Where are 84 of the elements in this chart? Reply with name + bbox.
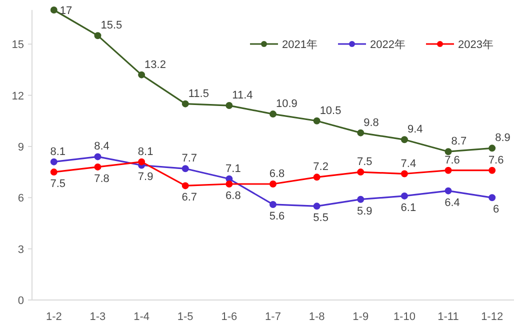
point <box>270 200 276 208</box>
x-tick-label: 1-5 <box>177 311 194 323</box>
data-label: 7.8 <box>94 172 110 185</box>
data-label: 11.5 <box>188 88 209 100</box>
data-label: 5.5 <box>313 212 328 224</box>
point <box>138 158 146 166</box>
point <box>357 168 364 176</box>
point <box>182 100 189 108</box>
data-label: 7.4 <box>400 158 416 170</box>
x-tick-label: 1-6 <box>221 311 238 323</box>
x-tick-label: 1-10 <box>393 311 416 323</box>
point <box>400 192 408 200</box>
point <box>182 165 189 172</box>
legend-label: 2022年 <box>370 39 406 51</box>
x-tick-label: 1-4 <box>134 311 150 323</box>
point <box>226 102 233 110</box>
x-tick-label: 1-2 <box>46 311 62 323</box>
point <box>226 180 233 188</box>
x-tick-label: 1-3 <box>90 311 106 323</box>
point <box>357 129 364 136</box>
data-label: 6.4 <box>444 196 460 209</box>
data-label: 15.5 <box>100 20 122 32</box>
point <box>50 6 58 14</box>
y-tick-label: 3 <box>18 244 24 256</box>
x-tick-label: 1-11 <box>438 311 459 323</box>
point <box>50 168 58 176</box>
point <box>182 182 189 190</box>
point <box>270 180 276 188</box>
data-label: 17 <box>60 5 72 17</box>
y-tick-label: 0 <box>18 295 24 307</box>
point <box>400 136 408 144</box>
point <box>138 71 146 78</box>
x-tick-label: 1-7 <box>265 311 281 323</box>
x-tick-label: 1-8 <box>308 311 325 323</box>
point <box>357 196 364 203</box>
legend-label: 2021年 <box>282 39 318 51</box>
point <box>313 202 320 210</box>
point <box>488 166 496 174</box>
point <box>313 174 320 181</box>
data-label: 8.4 <box>94 140 110 153</box>
data-label: 5.6 <box>269 210 285 222</box>
data-label: 6.1 <box>400 202 416 214</box>
data-label: 7.5 <box>356 156 372 168</box>
data-label: 7.6 <box>444 154 460 166</box>
x-tick-label: 1-12 <box>481 311 504 323</box>
data-label: 6.8 <box>226 190 241 202</box>
y-tick-label: 15 <box>12 39 24 52</box>
point <box>444 187 452 194</box>
y-tick-label: 9 <box>18 141 24 154</box>
data-label: 8.9 <box>495 132 510 144</box>
data-label: 9.4 <box>407 124 423 136</box>
point <box>94 32 102 40</box>
point <box>400 170 408 178</box>
point <box>270 110 276 118</box>
data-label: 7.2 <box>313 161 328 174</box>
data-label: 6.7 <box>182 192 198 204</box>
data-label: 7.7 <box>182 152 198 165</box>
data-label: 5.9 <box>356 205 372 218</box>
data-label: 7.1 <box>226 162 241 175</box>
point <box>50 158 58 166</box>
data-label: 8.1 <box>138 146 154 158</box>
point <box>94 153 102 160</box>
y-tick-label: 6 <box>18 192 24 205</box>
legend-label: 2023年 <box>458 39 494 51</box>
point <box>444 148 452 156</box>
data-label: 7.6 <box>488 154 504 166</box>
data-label: 6.8 <box>269 168 285 180</box>
point <box>94 163 102 170</box>
data-label: 9.8 <box>364 116 379 129</box>
point <box>313 117 320 124</box>
data-label: 10.5 <box>320 104 342 117</box>
data-label: 7.5 <box>50 178 66 190</box>
point <box>488 144 496 152</box>
y-tick-label: 12 <box>12 90 24 102</box>
data-label: 7.9 <box>138 171 154 184</box>
data-label: 13.2 <box>144 58 166 71</box>
data-label: 8.1 <box>50 146 66 158</box>
data-label: 6 <box>493 204 500 216</box>
data-label: 10.9 <box>276 98 298 110</box>
point <box>444 166 452 174</box>
data-label: 8.7 <box>451 136 467 148</box>
data-label: 11.4 <box>232 90 253 102</box>
point <box>488 194 496 202</box>
x-tick-label: 1-9 <box>352 311 369 323</box>
